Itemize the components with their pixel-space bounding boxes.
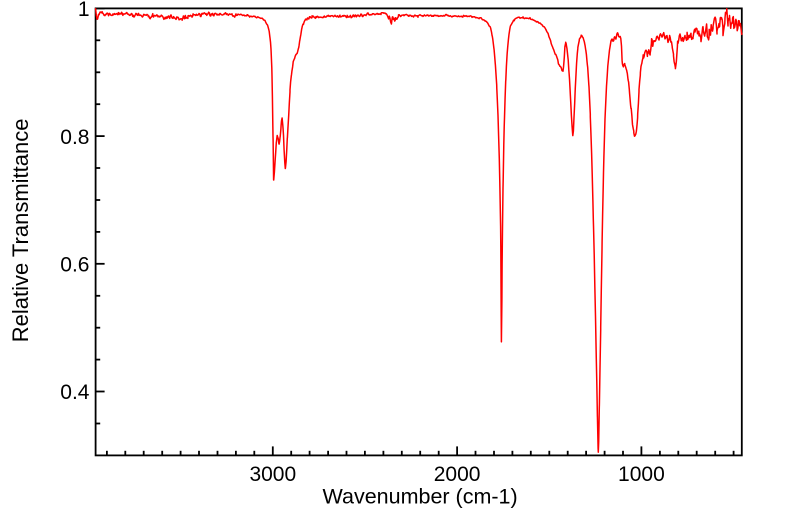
svg-text:0.4: 0.4 [60, 381, 90, 404]
svg-text:0.8: 0.8 [60, 126, 89, 149]
svg-text:0.6: 0.6 [60, 253, 89, 276]
svg-text:1: 1 [78, 0, 90, 21]
svg-text:2000: 2000 [434, 463, 481, 486]
svg-text:Wavenumber (cm-1): Wavenumber (cm-1) [323, 485, 518, 509]
svg-text:3000: 3000 [249, 463, 296, 486]
svg-text:Relative Transmittance: Relative Transmittance [8, 119, 33, 343]
svg-text:1000: 1000 [618, 463, 665, 486]
